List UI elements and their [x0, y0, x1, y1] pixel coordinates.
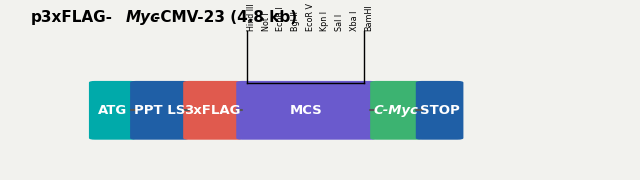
Text: EcoR I: EcoR I — [276, 6, 285, 31]
FancyBboxPatch shape — [89, 81, 136, 140]
Text: Sal I: Sal I — [335, 14, 344, 31]
Text: C-Myc: C-Myc — [374, 104, 419, 117]
Text: EcoR V: EcoR V — [306, 3, 315, 31]
FancyBboxPatch shape — [416, 81, 463, 140]
Text: Hind III: Hind III — [247, 3, 256, 31]
Text: Bgl II: Bgl II — [291, 11, 300, 31]
Text: MCS: MCS — [290, 104, 323, 117]
FancyBboxPatch shape — [370, 81, 422, 140]
Text: -CMV-23 (4.8 kb): -CMV-23 (4.8 kb) — [154, 10, 297, 25]
Text: p3xFLAG-: p3xFLAG- — [31, 10, 113, 25]
FancyBboxPatch shape — [236, 81, 376, 140]
Text: STOP: STOP — [420, 104, 460, 117]
Text: 3xFLAG: 3xFLAG — [184, 104, 241, 117]
Text: Kpn I: Kpn I — [320, 11, 330, 31]
Text: BamHI: BamHI — [364, 4, 373, 31]
Text: Xba I: Xba I — [349, 10, 358, 31]
FancyBboxPatch shape — [183, 81, 242, 140]
FancyBboxPatch shape — [130, 81, 189, 140]
Text: ATG: ATG — [98, 104, 127, 117]
Text: Myc: Myc — [125, 10, 159, 25]
Text: Not I: Not I — [262, 12, 271, 31]
Text: PPT LS: PPT LS — [134, 104, 186, 117]
